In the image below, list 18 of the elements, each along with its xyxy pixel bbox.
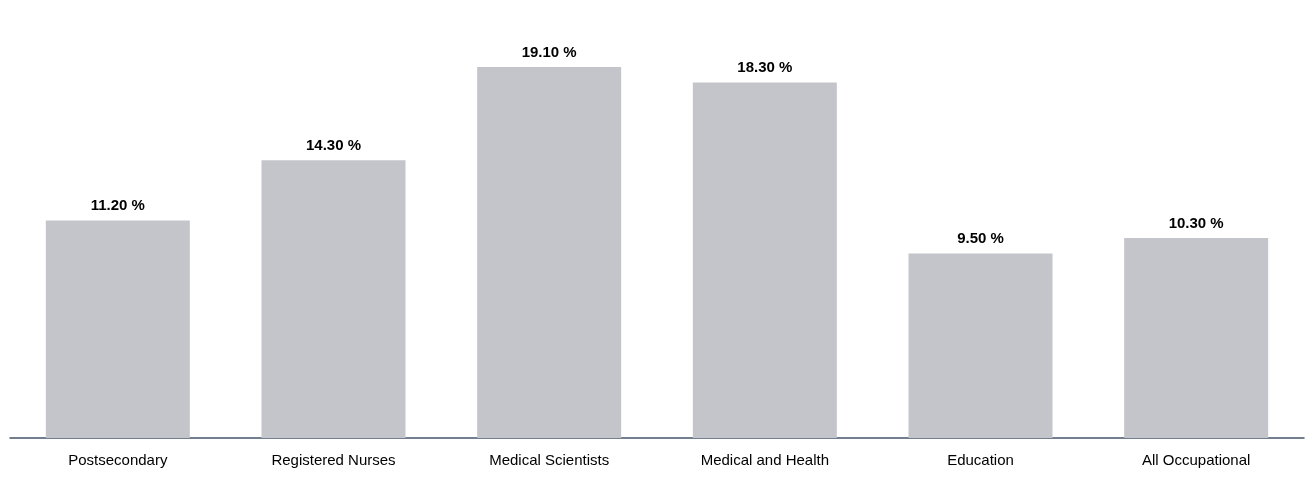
x-tick-label: Registered Nurses xyxy=(271,451,396,468)
data-label: 9.50 % xyxy=(957,229,1004,247)
bar xyxy=(477,66,622,438)
bar xyxy=(908,253,1053,438)
data-label: 11.20 % xyxy=(90,196,145,214)
bar xyxy=(261,160,406,438)
x-tick-label: Medical Scientists xyxy=(489,451,610,468)
bar xyxy=(692,82,837,438)
data-label: 19.10 % xyxy=(521,42,577,60)
bar xyxy=(45,220,190,438)
x-tick-label: Medical and Health xyxy=(700,451,830,468)
data-label: 18.30 % xyxy=(737,58,793,76)
x-tick-label: All Occupational xyxy=(1141,451,1251,468)
data-label: 10.30 % xyxy=(1168,213,1224,231)
bar xyxy=(1124,237,1269,438)
x-tick-label: Education xyxy=(947,451,1014,468)
data-label: 14.30 % xyxy=(305,136,362,154)
x-tick-label: Postsecondary xyxy=(68,451,168,468)
